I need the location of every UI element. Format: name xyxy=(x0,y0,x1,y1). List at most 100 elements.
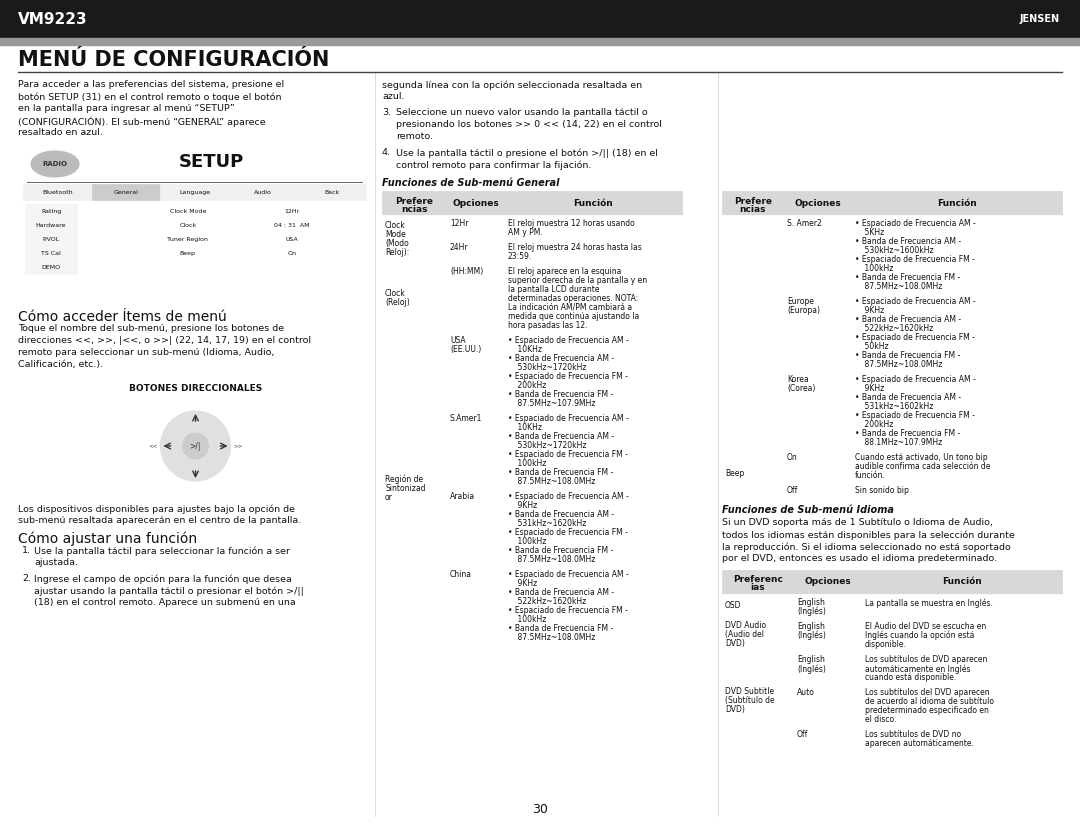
Text: USA: USA xyxy=(450,336,465,345)
Text: • Banda de Frecuencia AM -: • Banda de Frecuencia AM - xyxy=(855,393,961,402)
Text: 10KHz: 10KHz xyxy=(508,345,542,354)
Bar xyxy=(862,618,1062,651)
Text: 50kHz: 50kHz xyxy=(855,342,889,351)
Bar xyxy=(25,218,77,232)
Text: por el DVD, entonces es usado el idioma predeterminado.: por el DVD, entonces es usado el idioma … xyxy=(723,554,997,563)
Text: Use la pantalla táctil o presione el botón >/|| (18) en el: Use la pantalla táctil o presione el bot… xyxy=(396,148,658,158)
Bar xyxy=(784,293,852,371)
Text: On: On xyxy=(787,453,798,462)
Bar xyxy=(447,191,505,215)
Circle shape xyxy=(183,433,208,459)
Bar xyxy=(862,570,1062,594)
Bar xyxy=(794,570,862,594)
Text: ncias: ncias xyxy=(402,204,428,214)
Bar xyxy=(447,410,505,488)
Text: • Banda de Frecuencia AM -: • Banda de Frecuencia AM - xyxy=(855,315,961,324)
Text: control remoto para confirmar la fijación.: control remoto para confirmar la fijació… xyxy=(396,160,592,169)
Text: China: China xyxy=(450,570,472,579)
Text: Prefere: Prefere xyxy=(734,197,772,205)
Text: 200kHz: 200kHz xyxy=(508,381,546,390)
Bar xyxy=(505,566,681,644)
Text: Los subtítulos de DVD no: Los subtítulos de DVD no xyxy=(865,730,961,739)
Bar xyxy=(23,144,366,302)
Bar xyxy=(382,332,447,644)
Text: Para acceder a las preferencias del sistema, presione el: Para acceder a las preferencias del sist… xyxy=(18,80,284,89)
Bar xyxy=(382,215,447,263)
Bar xyxy=(382,191,447,215)
Text: • Banda de Frecuencia FM -: • Banda de Frecuencia FM - xyxy=(508,390,613,399)
Text: 9KHz: 9KHz xyxy=(855,306,885,315)
Bar xyxy=(505,332,681,410)
Text: 24Hr: 24Hr xyxy=(450,243,469,252)
Text: (HH:MM): (HH:MM) xyxy=(450,267,483,276)
Text: 87.5MHz~107.9MHz: 87.5MHz~107.9MHz xyxy=(508,399,595,408)
Bar xyxy=(794,651,862,684)
Text: Audio: Audio xyxy=(254,189,272,194)
Text: Beep: Beep xyxy=(725,469,744,478)
Text: ajustada.: ajustada. xyxy=(33,558,78,567)
Text: (Reloj): (Reloj) xyxy=(384,298,409,307)
Text: >/|: >/| xyxy=(190,441,201,450)
Text: • Espaciado de Frecuencia FM -: • Espaciado de Frecuencia FM - xyxy=(508,528,627,537)
Bar xyxy=(505,410,681,488)
Text: MENÚ DE CONFIGURACIÓN: MENÚ DE CONFIGURACIÓN xyxy=(18,50,329,70)
Text: 531kHz~1602kHz: 531kHz~1602kHz xyxy=(855,402,933,411)
Text: or: or xyxy=(384,493,393,501)
Ellipse shape xyxy=(31,151,79,177)
Text: • Espaciado de Frecuencia AM -: • Espaciado de Frecuencia AM - xyxy=(508,414,629,423)
Text: BOTONES DIRECCIONALES: BOTONES DIRECCIONALES xyxy=(129,384,262,393)
Text: • Banda de Frecuencia FM -: • Banda de Frecuencia FM - xyxy=(855,429,960,438)
Text: Clock: Clock xyxy=(384,221,406,230)
Text: Los subtítulos de DVD aparecen: Los subtítulos de DVD aparecen xyxy=(865,655,987,664)
Text: en la pantalla para ingresar al menú “SETUP”: en la pantalla para ingresar al menú “SE… xyxy=(18,104,234,113)
Bar xyxy=(794,726,862,750)
Text: • Banda de Frecuencia AM -: • Banda de Frecuencia AM - xyxy=(855,237,961,246)
Text: • Banda de Frecuencia FM -: • Banda de Frecuencia FM - xyxy=(508,468,613,477)
Text: • Espaciado de Frecuencia FM -: • Espaciado de Frecuencia FM - xyxy=(855,333,975,342)
Text: AM y PM.: AM y PM. xyxy=(508,228,543,237)
Text: 530kHz~1720kHz: 530kHz~1720kHz xyxy=(508,441,586,450)
Text: Sintonizad: Sintonizad xyxy=(384,484,426,493)
Bar xyxy=(723,594,794,618)
Text: La pantalla se muestra en Inglés.: La pantalla se muestra en Inglés. xyxy=(865,598,993,607)
Text: OSD: OSD xyxy=(725,601,742,610)
Text: resaltado en azul.: resaltado en azul. xyxy=(18,128,103,137)
Text: Seleccione un nuevo valor usando la pantalla táctil o: Seleccione un nuevo valor usando la pant… xyxy=(396,108,648,117)
Circle shape xyxy=(161,411,230,481)
Bar xyxy=(23,184,92,200)
Text: Language: Language xyxy=(179,189,211,194)
Text: 88.1MHz~107.9MHz: 88.1MHz~107.9MHz xyxy=(855,438,942,447)
Text: • Espaciado de Frecuencia FM -: • Espaciado de Frecuencia FM - xyxy=(508,450,627,459)
Bar xyxy=(852,293,1062,371)
Bar xyxy=(160,184,229,200)
Text: Funciones de Sub-menú Idioma: Funciones de Sub-menú Idioma xyxy=(723,505,894,515)
Text: Función: Función xyxy=(937,198,977,208)
Text: 9KHz: 9KHz xyxy=(508,501,537,510)
Text: DVD Subtitle: DVD Subtitle xyxy=(725,687,774,696)
Bar xyxy=(784,482,852,497)
Text: Bluetooth: Bluetooth xyxy=(42,189,72,194)
Bar xyxy=(25,232,77,246)
Text: Clock: Clock xyxy=(384,289,406,298)
Bar xyxy=(28,378,363,496)
Text: Korea: Korea xyxy=(787,375,809,384)
Text: ncias: ncias xyxy=(740,204,766,214)
Bar xyxy=(229,184,297,200)
Text: determinadas operaciones. NOTA:: determinadas operaciones. NOTA: xyxy=(508,294,638,303)
Text: 23:59.: 23:59. xyxy=(508,252,532,261)
Text: >>: >> xyxy=(233,444,243,449)
Text: 87.5MHz~108.0MHz: 87.5MHz~108.0MHz xyxy=(508,477,595,486)
Text: 522kHz~1620kHz: 522kHz~1620kHz xyxy=(855,324,933,333)
Text: Inglés cuando la opción está: Inglés cuando la opción está xyxy=(865,631,974,641)
Text: 04 : 31  AM: 04 : 31 AM xyxy=(274,223,310,228)
Text: • Espaciado de Frecuencia AM -: • Espaciado de Frecuencia AM - xyxy=(855,375,975,384)
Bar xyxy=(0,38,1080,45)
Text: 2.: 2. xyxy=(22,574,31,583)
Text: ajustar usando la pantalla táctil o presionar el botón >/||: ajustar usando la pantalla táctil o pres… xyxy=(33,586,303,595)
Text: el disco.: el disco. xyxy=(865,715,896,724)
Text: de acuerdo al idioma de subtítulo: de acuerdo al idioma de subtítulo xyxy=(865,697,994,706)
Bar xyxy=(723,215,784,449)
Text: (Modo: (Modo xyxy=(384,239,408,248)
Text: El Audio del DVD se escucha en: El Audio del DVD se escucha en xyxy=(865,622,986,631)
Text: • Espaciado de Frecuencia AM -: • Espaciado de Frecuencia AM - xyxy=(508,336,629,345)
